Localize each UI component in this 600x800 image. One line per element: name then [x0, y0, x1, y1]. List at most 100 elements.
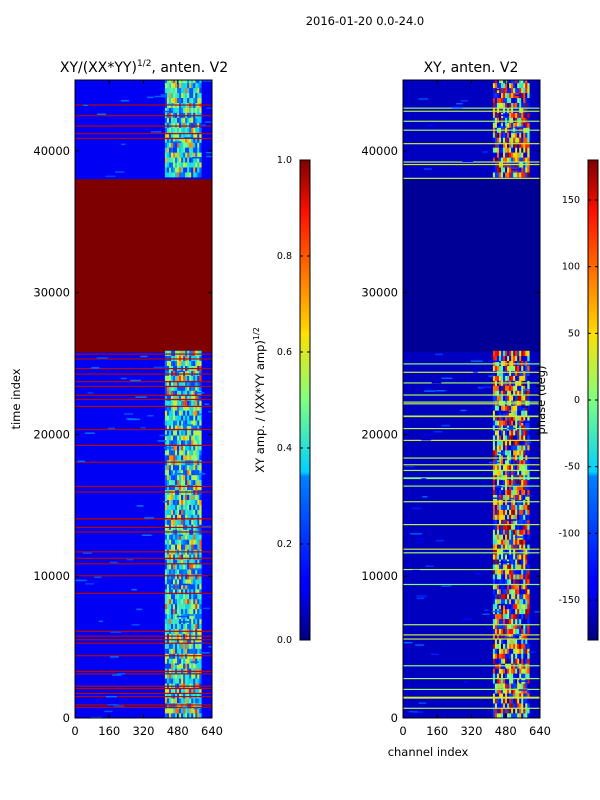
heatmap-cell — [183, 92, 186, 99]
heatmap-cell — [179, 80, 182, 84]
heatmap-row-stripe — [75, 639, 212, 641]
heatmap-speckle — [427, 124, 435, 127]
heatmap-cell — [494, 638, 498, 644]
heatmap-cell — [189, 162, 192, 168]
heatmap-cell — [191, 569, 194, 575]
heatmap-cell — [187, 554, 190, 560]
heatmap-cell — [511, 593, 514, 600]
heatmap-cell — [492, 415, 496, 421]
heatmap-cell — [527, 375, 530, 381]
heatmap-cell — [496, 375, 500, 381]
heatmap-cell — [195, 613, 198, 620]
heatmap-cell — [513, 410, 516, 416]
heatmap-cell — [187, 688, 190, 694]
heatmap-cell — [503, 167, 506, 173]
heatmap-cell — [519, 157, 522, 163]
heatmap-speckle — [146, 96, 154, 99]
heatmap-cell — [521, 410, 524, 416]
heatmap-cell — [175, 440, 178, 446]
heatmap-cell — [199, 708, 202, 714]
heatmap-cell — [185, 509, 188, 515]
heatmap-cell — [521, 648, 524, 654]
colorbar-tick-label: 0.4 — [277, 443, 292, 454]
heatmap-cell — [166, 122, 170, 128]
heatmap-cell — [177, 390, 180, 396]
heatmap-cell — [503, 117, 506, 123]
heatmap-cell — [525, 142, 528, 148]
heatmap-cell — [172, 405, 176, 411]
heatmap-cell — [492, 603, 496, 610]
heatmap-cell — [517, 400, 520, 406]
heatmap-cell — [494, 430, 498, 436]
heatmap-cell — [191, 445, 194, 451]
heatmap-cell — [521, 584, 524, 590]
heatmap-cell — [187, 137, 190, 143]
heatmap-cell — [503, 459, 506, 466]
heatmap-cell — [527, 152, 530, 158]
heatmap-cell — [509, 375, 512, 381]
heatmap-speckle — [208, 646, 212, 648]
heatmap-cell — [183, 663, 186, 669]
heatmap-row-stripe — [75, 687, 212, 690]
heatmap-cell — [498, 122, 502, 128]
heatmap-cell — [525, 395, 528, 401]
heatmap-cell — [494, 157, 498, 163]
heatmap-cell — [507, 509, 510, 515]
heatmap-cell — [507, 529, 510, 535]
heatmap-cell — [175, 464, 178, 471]
heatmap-cell — [172, 410, 176, 416]
heatmap-cell — [197, 574, 200, 580]
heatmap-cell — [189, 713, 192, 718]
heatmap-cell — [496, 574, 500, 580]
heatmap-row-stripe — [403, 568, 540, 571]
heatmap-cell — [181, 713, 184, 718]
heatmap-cell — [197, 564, 200, 570]
heatmap-cell — [525, 673, 528, 679]
heatmap-cell — [494, 588, 498, 595]
heatmap-cell — [507, 618, 510, 625]
heatmap-cell — [185, 688, 188, 694]
heatmap-speckle — [204, 121, 212, 123]
heatmap-cell — [511, 713, 514, 718]
heatmap-cell — [172, 157, 176, 163]
heatmap-cell — [492, 107, 496, 113]
heatmap-cell — [515, 678, 518, 684]
heatmap-cell — [498, 440, 502, 446]
heatmap-cell — [498, 688, 502, 694]
heatmap-cell — [511, 152, 514, 158]
heatmap-cell — [517, 157, 520, 163]
heatmap-speckle — [200, 124, 206, 126]
heatmap-cell — [191, 400, 194, 406]
heatmap-cell — [517, 117, 520, 123]
heatmap-cell — [199, 167, 202, 173]
heatmap-cell — [185, 678, 188, 684]
heatmap-cell — [195, 80, 198, 84]
heatmap-cell — [164, 370, 168, 376]
heatmap-cell — [191, 554, 194, 560]
heatmap-cell — [195, 688, 198, 694]
heatmap-cell — [511, 410, 514, 416]
heatmap-cell — [527, 80, 530, 84]
heatmap-cell — [183, 380, 186, 386]
heatmap-cell — [505, 97, 508, 103]
heatmap-cell — [187, 494, 190, 500]
heatmap-cell — [183, 107, 186, 113]
heatmap-cell — [523, 489, 526, 495]
heatmap-cell — [170, 618, 174, 625]
heatmap-cell — [523, 554, 526, 560]
heatmap-cell — [179, 638, 182, 644]
heatmap-cell — [494, 479, 498, 486]
heatmap-cell — [193, 137, 196, 143]
heatmap-cell — [521, 390, 524, 396]
heatmap-cell — [187, 172, 190, 178]
heatmap-cell — [170, 360, 174, 366]
heatmap-cell — [527, 509, 530, 515]
heatmap-cell — [494, 633, 498, 639]
heatmap-cell — [505, 82, 508, 89]
heatmap-cell — [170, 484, 174, 491]
heatmap-cell — [525, 514, 528, 520]
y-tick-label: 20000 — [361, 427, 398, 441]
heatmap-cell — [492, 400, 496, 406]
heatmap-cell — [523, 390, 526, 396]
